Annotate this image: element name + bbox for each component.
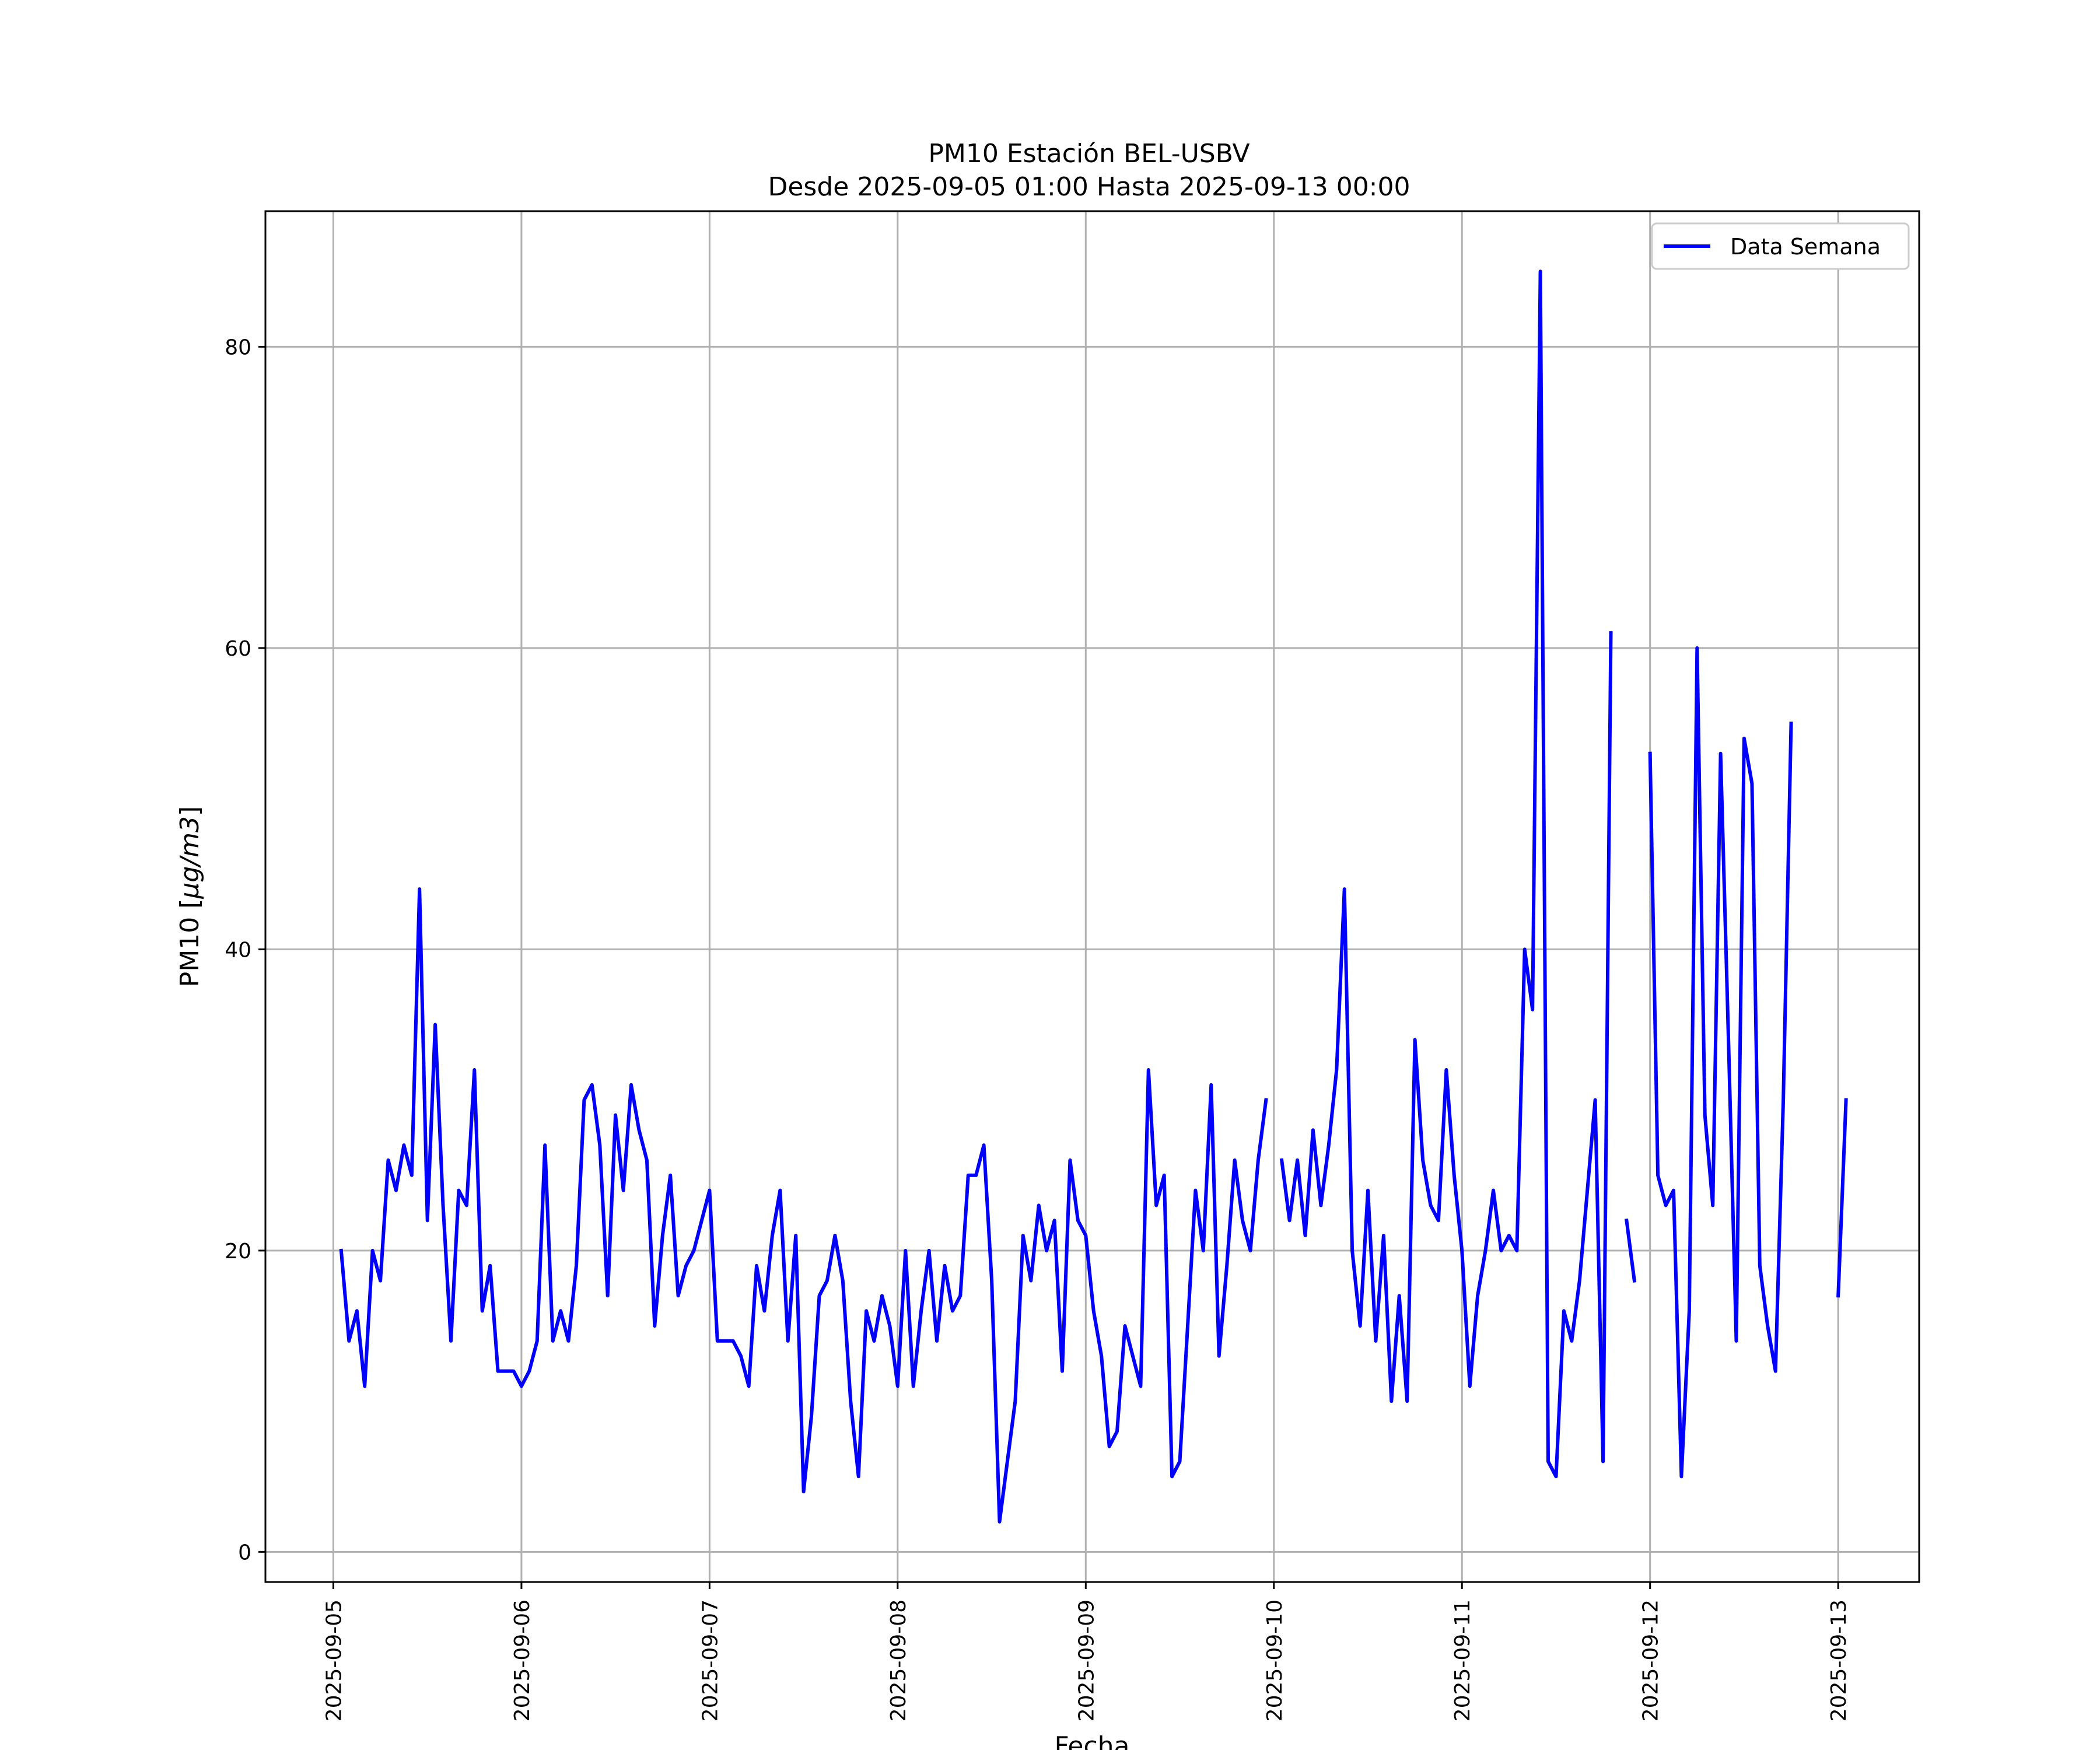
y-tick-label: 40 — [225, 938, 251, 962]
legend-label: Data Semana — [1730, 234, 1881, 260]
y-axis-label: PM10 [μg/m3] — [175, 806, 205, 987]
series-line-segment — [1836, 1098, 1848, 1298]
grid — [265, 211, 1919, 1582]
x-tick-label: 2025-09-09 — [1074, 1600, 1098, 1721]
y-axis: 0 20 40 60 80 — [225, 335, 265, 1564]
legend: Data Semana — [1651, 222, 1910, 270]
x-tick-label: 2025-09-06 — [510, 1600, 534, 1721]
y-axis-label-unit: μg/m3 — [175, 816, 205, 900]
series-line-segment — [1648, 646, 1793, 1479]
y-tick-label: 20 — [225, 1240, 251, 1264]
chart-subtitle: Desde 2025-09-05 01:00 Hasta 2025-09-13 … — [768, 172, 1410, 202]
x-tick-label: 2025-09-13 — [1827, 1600, 1851, 1721]
x-tick-label: 2025-09-07 — [698, 1600, 722, 1721]
x-axis-label: Fecha — [1054, 1731, 1129, 1750]
plot-area-frame — [264, 210, 1920, 1583]
series-layer — [339, 270, 1848, 1524]
x-tick-label: 2025-09-11 — [1451, 1600, 1475, 1721]
series-line-segment — [339, 887, 1268, 1524]
series-line-segment — [1625, 1218, 1637, 1283]
x-tick-label: 2025-09-05 — [322, 1600, 346, 1721]
x-tick-label: 2025-09-10 — [1263, 1600, 1287, 1721]
y-tick-label: 60 — [225, 637, 251, 661]
y-axis-label-suffix: ] — [175, 806, 205, 816]
series-line-segment — [1279, 270, 1613, 1479]
legend-box — [1651, 222, 1910, 270]
chart-title: PM10 Estación BEL-USBV — [928, 139, 1250, 169]
x-tick-label: 2025-09-12 — [1639, 1600, 1663, 1721]
x-axis: 2025-09-05 2025-09-06 2025-09-07 2025-09-08… — [322, 1582, 1851, 1721]
y-tick-label: 80 — [225, 335, 251, 359]
y-tick-label: 0 — [238, 1541, 251, 1564]
x-tick-label: 2025-09-08 — [887, 1600, 911, 1721]
y-axis-label-prefix: PM10 [ — [175, 899, 205, 988]
